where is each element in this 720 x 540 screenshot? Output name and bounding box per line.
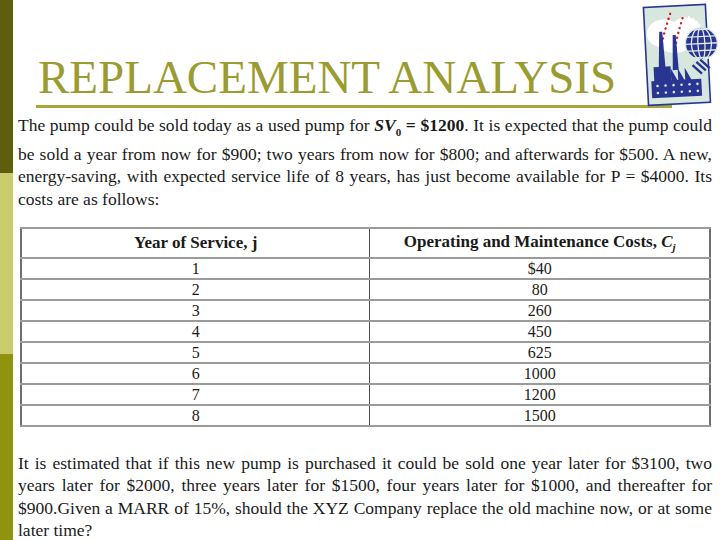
year-cell: 5 (21, 342, 370, 363)
cost-cell: $40 (370, 258, 710, 279)
table-row: 61000 (21, 363, 710, 384)
table-header-row: Year of Service, j Operating and Mainten… (21, 228, 710, 258)
column-header-om-costs: Operating and Maintenance Costs, Cj (370, 228, 710, 258)
year-cell: 7 (21, 384, 370, 405)
factory-globe-logo-icon (630, 0, 720, 112)
cost-cell: 80 (370, 279, 710, 300)
table-row: 4450 (21, 321, 710, 342)
cost-variable-subscript: j (673, 242, 676, 254)
year-cell: 6 (21, 363, 370, 384)
accent-band-middle (0, 173, 13, 354)
table-row: 280 (21, 279, 710, 300)
page-title: REPLACEMENT ANALYSIS (38, 52, 616, 102)
left-accent-bar (0, 0, 13, 540)
intro-paragraph: The pump could be sold today as a used p… (18, 114, 712, 210)
table-row: 3260 (21, 300, 710, 321)
table-row: 81500 (21, 405, 710, 426)
title-underline (36, 105, 672, 108)
table-row: 1$40 (21, 258, 710, 279)
cost-cell: 1200 (370, 384, 710, 405)
cost-variable: C (661, 232, 672, 251)
cost-cell: 260 (370, 300, 710, 321)
intro-text-before: The pump could be sold today as a used p… (18, 115, 374, 135)
costs-table: Year of Service, j Operating and Mainten… (20, 227, 711, 427)
presentation-slide: REPLACEMENT ANALYSIS (0, 0, 720, 540)
salvage-value-variable: SV (374, 115, 395, 135)
accent-band-bottom (0, 354, 13, 540)
cost-cell: 1500 (370, 405, 710, 426)
year-cell: 8 (21, 405, 370, 426)
year-cell: 2 (21, 279, 370, 300)
cost-cell: 1000 (370, 363, 710, 384)
accent-band-top (0, 0, 13, 173)
year-cell: 3 (21, 300, 370, 321)
cost-cell: 625 (370, 342, 710, 363)
column-header-year-of-service: Year of Service, j (21, 228, 370, 258)
year-cell: 1 (21, 258, 370, 279)
outro-paragraph: It is estimated that if this new pump is… (18, 452, 712, 540)
year-cell: 4 (21, 321, 370, 342)
cost-cell: 450 (370, 321, 710, 342)
table-row: 71200 (21, 384, 710, 405)
salvage-value-amount: = $1200 (401, 115, 464, 135)
table-row: 5625 (21, 342, 710, 363)
